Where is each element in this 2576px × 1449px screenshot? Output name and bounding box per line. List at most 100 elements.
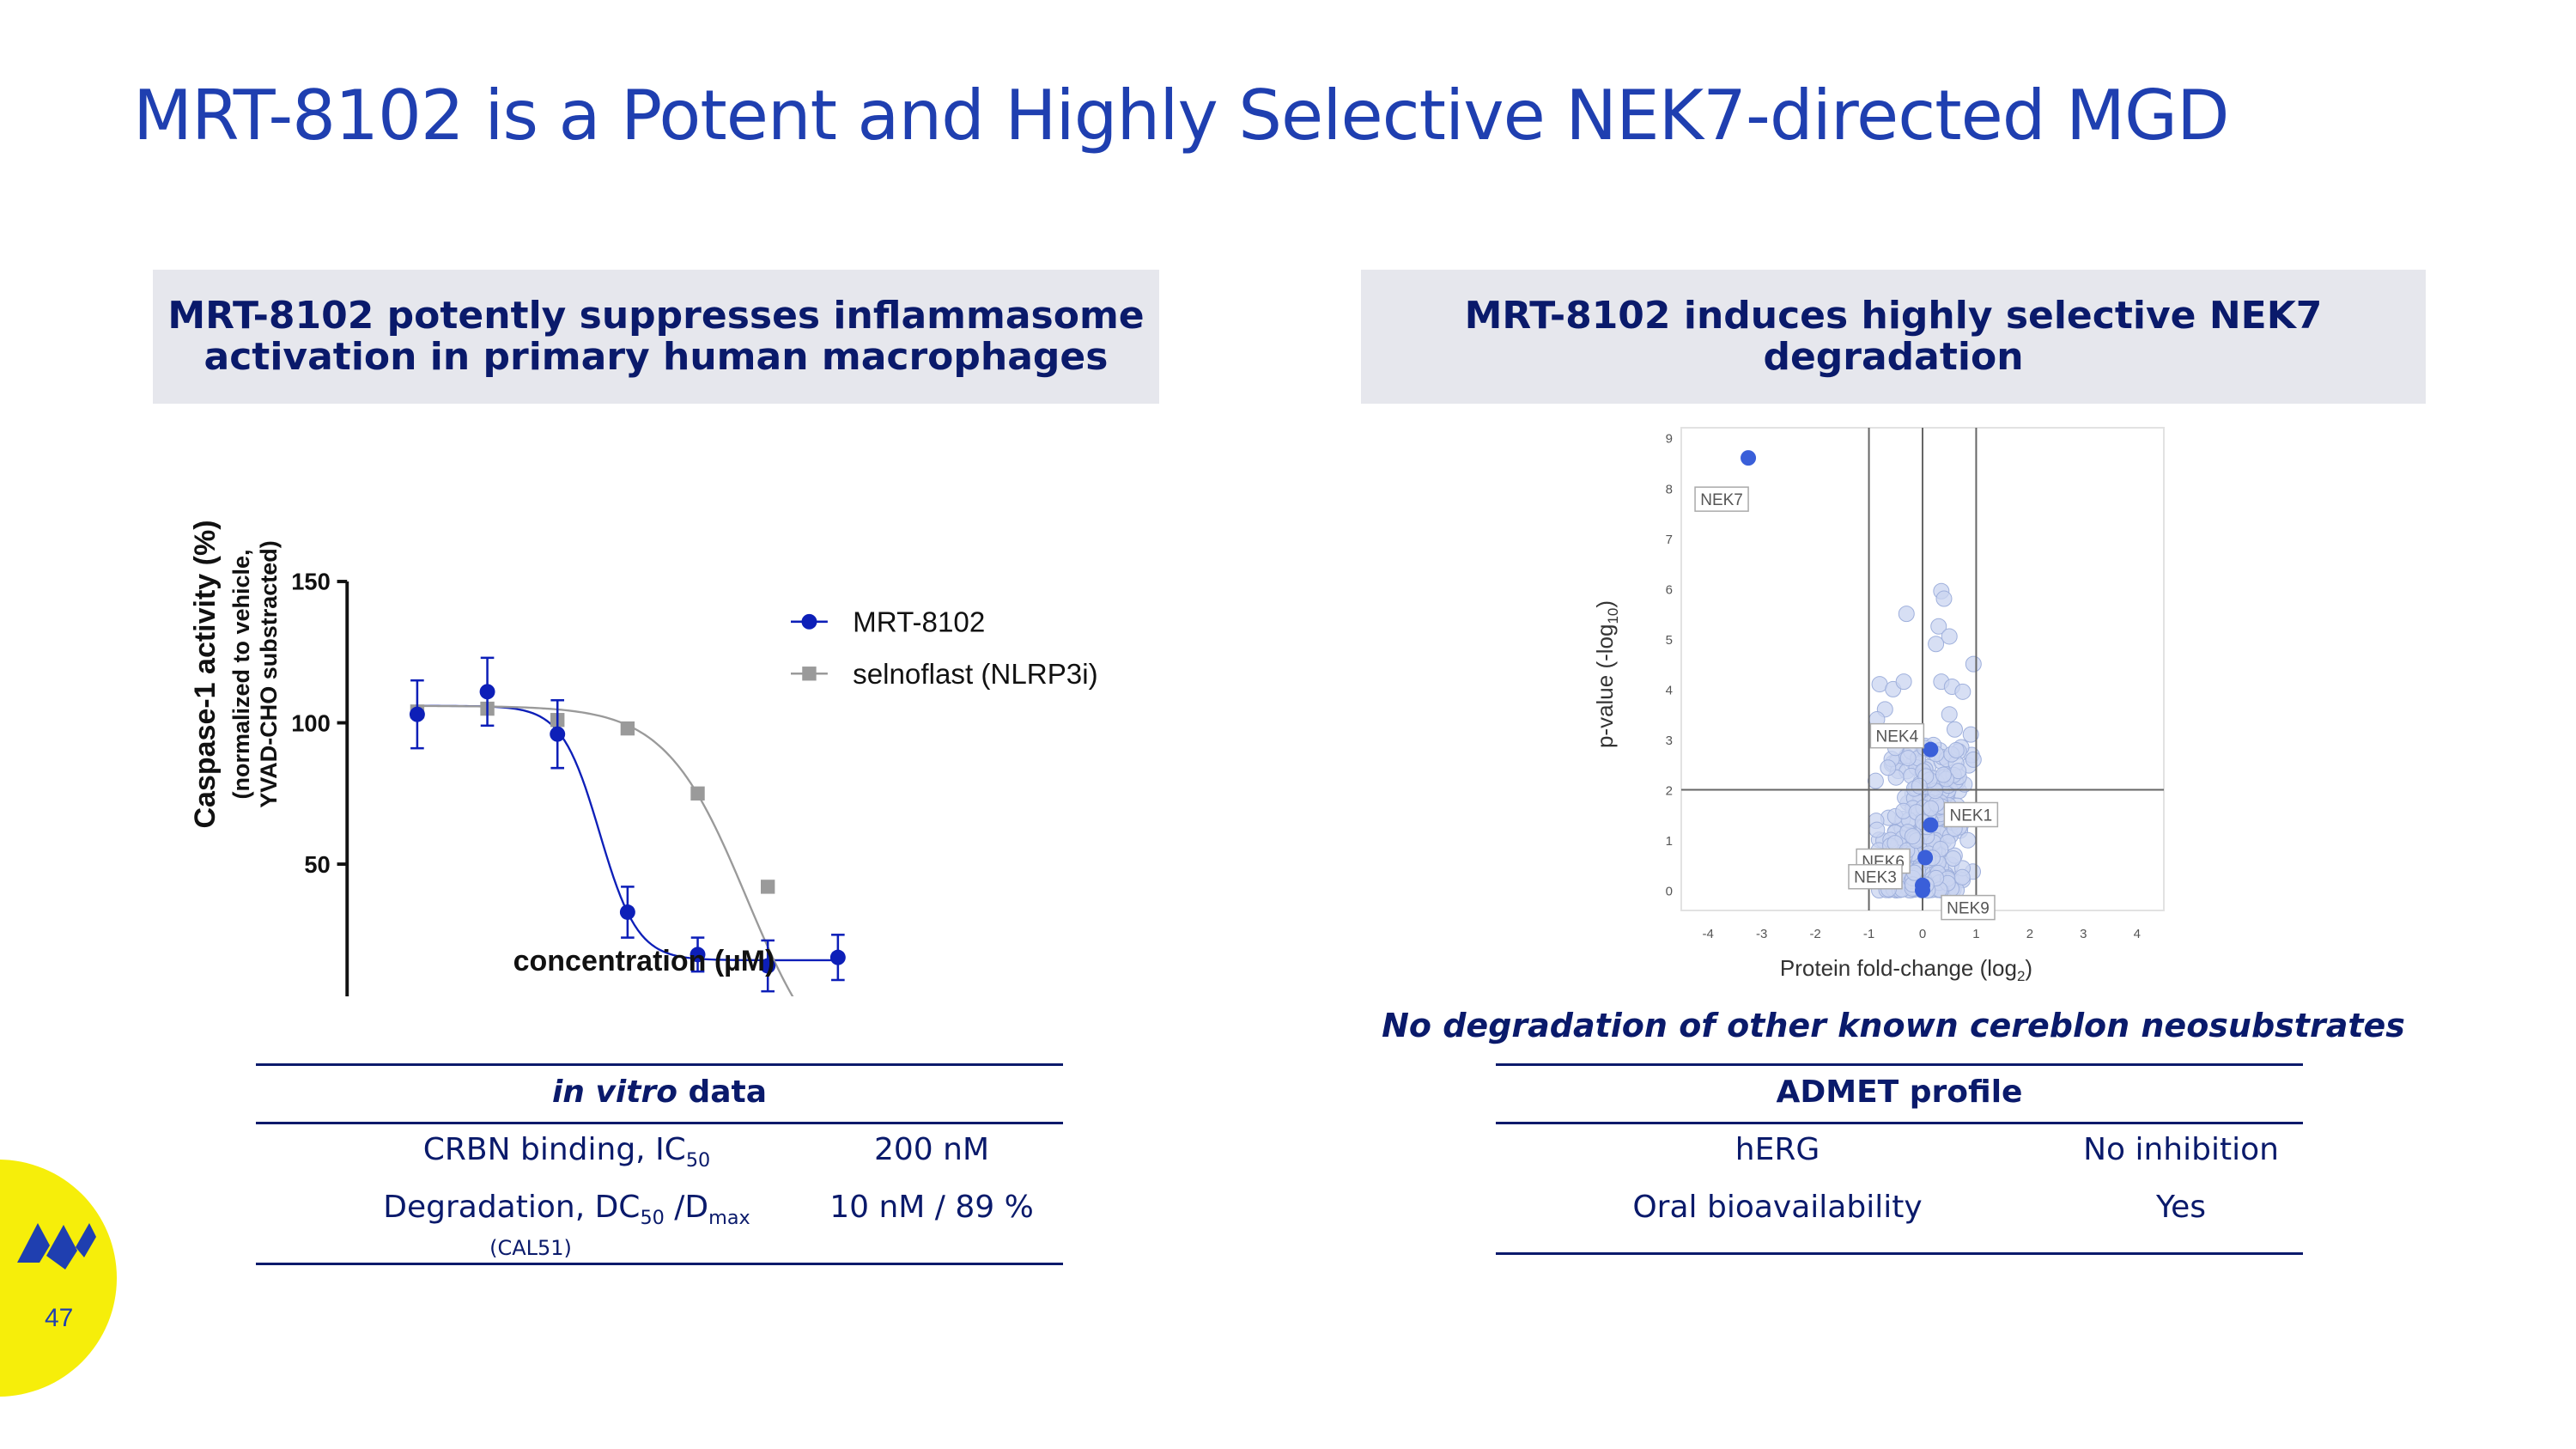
volcano-bg-point bbox=[1965, 751, 1982, 768]
dose-point-1 bbox=[409, 706, 425, 722]
dose-point-2 bbox=[620, 721, 635, 736]
dose-y-tick-label: 0 bbox=[318, 992, 331, 996]
right-panel-header: MRT-8102 induces highly selective NEK7 d… bbox=[1361, 270, 2426, 404]
volcano-label-box bbox=[1941, 894, 1996, 921]
dose-point-1 bbox=[829, 949, 846, 965]
volcano-bg-point bbox=[1941, 706, 1958, 723]
dose-legend: MRT-8102 selnoflast (NLRP3i) bbox=[791, 607, 1098, 691]
admet-rule-top bbox=[1496, 1063, 2303, 1066]
volcano-label-box bbox=[1848, 863, 1903, 890]
volcano-y-tick-label: 3 bbox=[1666, 734, 1673, 748]
volcano-background-points bbox=[1867, 582, 1982, 899]
volcano-x-tick-label: -4 bbox=[1703, 927, 1714, 941]
volcano-point-nek9 bbox=[1915, 882, 1930, 898]
volcano-bg-point bbox=[1930, 618, 1947, 635]
left-header-line2: activation in primary human macrophages bbox=[204, 335, 1109, 379]
dose-point-2 bbox=[760, 880, 775, 894]
volcano-x-tick-label: -2 bbox=[1809, 927, 1820, 941]
volcano-bg-point bbox=[1954, 683, 1971, 700]
dose-legend-marker bbox=[802, 667, 817, 681]
volcano-point-nek6 bbox=[1917, 849, 1934, 866]
volcano-bg-point bbox=[1935, 766, 1952, 783]
admet-rule-bottom bbox=[1496, 1252, 2303, 1255]
dose-response-chart: Caspase-1 activity (%) (normalized to ve… bbox=[189, 520, 1098, 996]
dose-y-tick-label: 100 bbox=[291, 709, 331, 736]
volcano-label-box bbox=[1869, 722, 1925, 749]
volcano-y-axis-label: p-value (-log10) bbox=[1592, 600, 1621, 748]
dose-y-tick-label: 150 bbox=[291, 569, 331, 595]
volcano-bg-point bbox=[1965, 655, 1982, 673]
logo-circle bbox=[0, 1160, 117, 1397]
volcano-bg-point bbox=[1904, 828, 1921, 845]
dose-point-1 bbox=[619, 904, 635, 920]
volcano-x-tick-label: -3 bbox=[1756, 927, 1767, 941]
dose-ylabel-line2: (normalized to vehicle, bbox=[228, 549, 254, 799]
dose-legend-label: MRT-8102 bbox=[853, 607, 985, 639]
invitro-rule-bottom bbox=[256, 1263, 1063, 1265]
volcano-x-axis-label: Protein fold-change (log2) bbox=[1780, 955, 2032, 984]
dose-point-1 bbox=[550, 726, 566, 742]
invitro-rule-mid bbox=[256, 1122, 1063, 1124]
volcano-x-tick-label: 0 bbox=[1919, 927, 1926, 941]
dose-y-tick-label: 50 bbox=[304, 851, 330, 878]
volcano-x-tick-label: 4 bbox=[2134, 927, 2141, 941]
volcano-label-nek4: NEK4 bbox=[1876, 728, 1919, 746]
volcano-threshold-lines bbox=[1681, 428, 2164, 910]
admet-row-2-label: Oral bioavailability bbox=[1632, 1190, 1923, 1225]
page-title: MRT-8102 is a Potent and Highly Selectiv… bbox=[133, 76, 2230, 155]
dose-ylabel-line3: YVAD-CHO substracted) bbox=[256, 540, 282, 808]
volcano-bg-point bbox=[1867, 772, 1884, 789]
volcano-y-tick-label: 9 bbox=[1666, 432, 1673, 447]
volcano-label-nek1: NEK1 bbox=[1950, 807, 1993, 825]
volcano-bg-point bbox=[1928, 636, 1945, 653]
volcano-bg-point bbox=[1895, 673, 1912, 691]
volcano-point-nek1 bbox=[1923, 817, 1939, 833]
volcano-y-tick-label: 6 bbox=[1666, 582, 1673, 597]
volcano-y-tick-label: 2 bbox=[1666, 784, 1673, 799]
dose-data-points bbox=[409, 656, 846, 993]
volcano-x-tick-label: 3 bbox=[2080, 927, 2087, 941]
volcano-label-nek9: NEK9 bbox=[1947, 900, 1990, 918]
invitro-row-1-label: CRBN binding, IC50 bbox=[422, 1132, 711, 1172]
company-logo-icon bbox=[17, 1223, 96, 1269]
volcano-bg-point bbox=[1941, 628, 1958, 645]
volcano-bg-point bbox=[1953, 868, 1971, 886]
admet-rule-mid bbox=[1496, 1122, 2303, 1124]
volcano-label-nek3: NEK3 bbox=[1854, 869, 1897, 887]
volcano-y-tick-label: 0 bbox=[1666, 885, 1673, 899]
volcano-bg-point bbox=[1899, 750, 1917, 767]
invitro-row-2-value: 10 nM / 89 % bbox=[829, 1190, 1034, 1225]
dose-legend-label: selnoflast (NLRP3i) bbox=[853, 659, 1097, 691]
invitro-row-2-label: Degradation, DC50 /Dmax bbox=[383, 1190, 750, 1230]
dose-ticks: 0501001500.0000010.00010.011100 bbox=[291, 569, 348, 996]
volcano-y-tick-label: 1 bbox=[1666, 834, 1673, 849]
volcano-bg-point bbox=[1959, 831, 1977, 849]
volcano-point-nek7 bbox=[1741, 450, 1757, 466]
volcano-bg-point bbox=[1935, 590, 1953, 607]
left-panel-header: MRT-8102 potently suppresses inflammasom… bbox=[153, 270, 1159, 404]
volcano-x-tick-label: -1 bbox=[1863, 927, 1874, 941]
volcano-x-tick-label: 2 bbox=[2026, 927, 2033, 941]
invitro-rule-top bbox=[256, 1063, 1063, 1066]
dose-y-axis-label: Caspase-1 activity (%) (normalized to ve… bbox=[189, 520, 282, 828]
admet-row-2-value: Yes bbox=[2155, 1190, 2207, 1225]
volcano-y-tick-label: 5 bbox=[1666, 633, 1673, 648]
page-number: 47 bbox=[45, 1304, 74, 1332]
volcano-label-box bbox=[1694, 486, 1749, 512]
volcano-bg-point bbox=[1911, 777, 1928, 795]
volcano-y-tick-label: 4 bbox=[1666, 683, 1673, 697]
admet-row-1-value: No inhibition bbox=[2083, 1132, 2279, 1167]
dose-x-axis-label: concentration (µM) bbox=[513, 945, 775, 977]
volcano-y-tick-label: 8 bbox=[1666, 482, 1673, 496]
volcano-bg-point bbox=[1962, 726, 1979, 743]
invitro-row-1-value: 200 nM bbox=[873, 1132, 990, 1167]
dose-ylabel-line1: Caspase-1 activity (%) bbox=[189, 520, 222, 828]
volcano-bg-point bbox=[1898, 606, 1915, 623]
volcano-ticks: -4 -3 -2 -1 0 1 2 3 4 0 1 2 3 4 5 6 7 8 9 bbox=[1666, 432, 2141, 941]
admet-header: ADMET profile bbox=[1776, 1075, 2023, 1110]
volcano-label-nek7: NEK7 bbox=[1700, 491, 1743, 509]
volcano-label-box bbox=[1943, 801, 1999, 828]
dose-legend-marker bbox=[801, 613, 817, 630]
